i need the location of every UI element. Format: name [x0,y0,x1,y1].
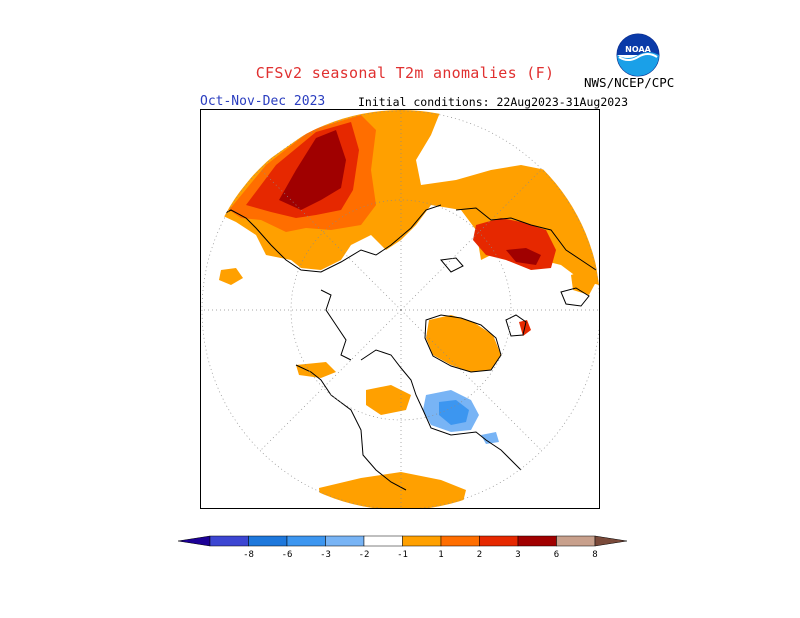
colorbar-tick-label: -6 [282,550,293,560]
colorbar-bin [479,535,519,547]
colorbar-tick-label: -8 [243,550,254,560]
chart-title: CFSv2 seasonal T2m anomalies (F) [255,64,555,82]
noaa-logo: NOAA [616,33,660,77]
anomaly-plus1-north-atlantic [366,385,411,415]
anomaly-plus1-greenland [426,315,501,372]
colorbar-tick-label: -2 [359,550,370,560]
anomaly-plus1-south [319,472,466,508]
colorbar-tick-label: 8 [592,550,597,560]
anomaly-plus6-east [506,248,541,265]
colorbar-bin [209,535,249,547]
colorbar-bin [286,535,326,547]
colorbar-bin [440,535,480,547]
colorbar-tick-label: 2 [477,550,482,560]
anomaly-plus1-west [219,268,243,285]
anomaly-minus1-small [481,432,499,444]
anomaly-plus1-canada [296,362,336,378]
graticule [201,110,599,508]
colorbar-tick-label: 3 [515,550,520,560]
colorbar-tick-label: -1 [397,550,408,560]
colorbar-end-low [177,535,211,547]
colorbar-bin [517,535,557,547]
polar-map [201,110,599,508]
colorbar-bin [248,535,288,547]
colorbar-bin [363,535,403,547]
colorbar-bin [402,535,442,547]
logo-text: NOAA [625,45,651,54]
anomaly-minus2-europe [439,400,469,425]
map-panel [200,109,600,509]
colorbar-tick-label: 1 [438,550,443,560]
colorbar-tick-label: 6 [554,550,559,560]
colorbar-bin [325,535,365,547]
colorbar-bin [556,535,596,547]
colorbar-tick-label: -3 [320,550,331,560]
initial-conditions: Initial conditions: 22Aug2023-31Aug2023 [358,95,629,109]
forecast-period: Oct-Nov-Dec 2023 [200,94,326,109]
agency-label: NWS/NCEP/CPC [584,75,675,90]
colorbar: -8 -6 -3 -2 -1 1 2 3 6 8 [177,535,628,560]
colorbar-end-high [594,535,628,547]
anomaly-plus6-eurasia [279,130,346,210]
coastlines [215,204,597,491]
